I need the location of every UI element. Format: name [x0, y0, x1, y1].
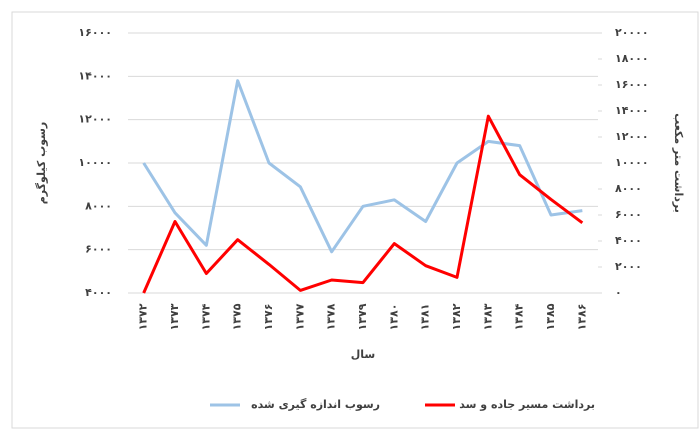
- y2-axis-title: برداشت متر مکعب: [672, 113, 685, 213]
- series-line: [142, 114, 584, 294]
- y-tick-label: ۱۰۰۰۰: [78, 156, 112, 169]
- y2-tick-label: ۱۴۰۰۰: [615, 104, 649, 117]
- legend-label: رسوب اندازه گیری شده: [251, 398, 380, 411]
- x-tick-label: ۱۳۷۷: [293, 303, 306, 330]
- x-axis-title: سال: [351, 348, 376, 361]
- x-tick-label: ۱۳۸۶: [575, 304, 588, 331]
- y2-tick-label: ۶۰۰۰: [615, 208, 642, 221]
- y2-tick-label: ۱۰۰۰۰: [615, 156, 649, 169]
- x-tick-label: ۱۳۸۲: [450, 303, 463, 330]
- y-tick-label: ۴۰۰۰: [85, 286, 112, 299]
- y2-tick-label: ۱۸۰۰۰: [615, 52, 649, 65]
- y2-tick-label: ۴۰۰۰: [615, 234, 642, 247]
- y-tick-label: ۶۰۰۰: [85, 243, 112, 256]
- series-line: [142, 79, 583, 254]
- y2-tick-label: ۰: [615, 286, 622, 299]
- x-tick-label: ۱۳۷۸: [325, 303, 338, 330]
- y-tick-label: ۱۴۰۰۰: [78, 69, 112, 82]
- y2-tick-label: ۲۰۰۰۰: [615, 26, 649, 39]
- x-tick-label: ۱۳۷۴: [199, 303, 212, 330]
- x-tick-label: ۱۳۷۶: [262, 304, 275, 331]
- y-axis-title: رسوب کیلوگرم: [35, 122, 48, 205]
- y-tick-label: ۱۲۰۰۰: [78, 113, 112, 126]
- y-tick-label: ۱۶۰۰۰: [78, 26, 112, 39]
- x-tick-label: ۱۳۸۵: [544, 303, 557, 330]
- legend-label: برداشت مسیر جاده و سد: [459, 398, 595, 411]
- y2-tick-label: ۲۰۰۰: [615, 260, 642, 273]
- y2-tick-label: ۱۶۰۰۰: [615, 78, 649, 91]
- y-tick-label: ۸۰۰۰: [85, 199, 112, 212]
- y2-tick-label: ۸۰۰۰: [615, 182, 642, 195]
- x-tick-label: ۱۳۸۳: [481, 303, 494, 330]
- y2-tick-label: ۱۲۰۰۰: [615, 130, 649, 143]
- x-tick-label: ۱۳۸۱: [419, 304, 432, 331]
- x-tick-label: ۱۳۷۹: [356, 303, 369, 330]
- x-tick-label: ۱۳۸۰: [387, 304, 400, 331]
- x-tick-label: ۱۳۸۴: [513, 303, 526, 330]
- x-tick-label: ۱۳۷۳: [168, 303, 181, 330]
- x-tick-label: ۱۳۷۲: [137, 303, 150, 330]
- x-tick-label: ۱۳۷۵: [231, 303, 244, 330]
